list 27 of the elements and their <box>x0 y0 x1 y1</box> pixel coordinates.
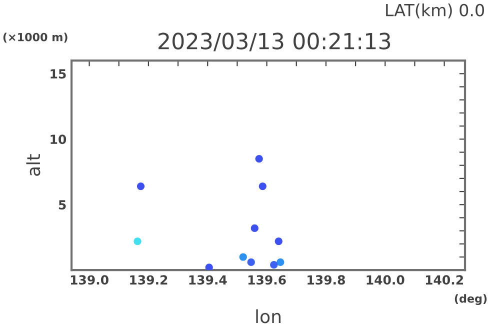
y-tick-label: 15 <box>50 69 66 79</box>
text: LAT(km) 0.0 <box>386 4 484 18</box>
y-tick-label: 10 <box>50 134 66 144</box>
point <box>274 237 282 246</box>
x-tick-label: 139.0 <box>70 275 108 285</box>
point <box>255 154 263 163</box>
x-tick-label: 139.6 <box>248 275 286 285</box>
point <box>250 224 258 232</box>
chart-title: 2023/03/13 00:21:13 <box>158 32 390 52</box>
point <box>258 182 266 190</box>
point <box>205 264 213 270</box>
y-tick-label: 5 <box>58 200 66 210</box>
point <box>136 182 145 190</box>
y-axis-title: alt <box>26 154 40 176</box>
point <box>276 258 284 266</box>
x-tick-label: 139.2 <box>130 275 168 285</box>
x-tick-label: 140.2 <box>426 275 463 285</box>
point <box>247 258 255 266</box>
text: (deg) <box>454 294 487 305</box>
point <box>134 237 142 246</box>
point <box>270 261 278 269</box>
point <box>239 253 247 261</box>
x-tick-label: 140.0 <box>366 275 404 285</box>
x-tick-label: 139.4 <box>189 275 227 285</box>
x-tick-label: 139.8 <box>308 275 345 285</box>
x-axis-title: lon <box>256 309 280 324</box>
text: (×1000 m) <box>3 32 68 43</box>
